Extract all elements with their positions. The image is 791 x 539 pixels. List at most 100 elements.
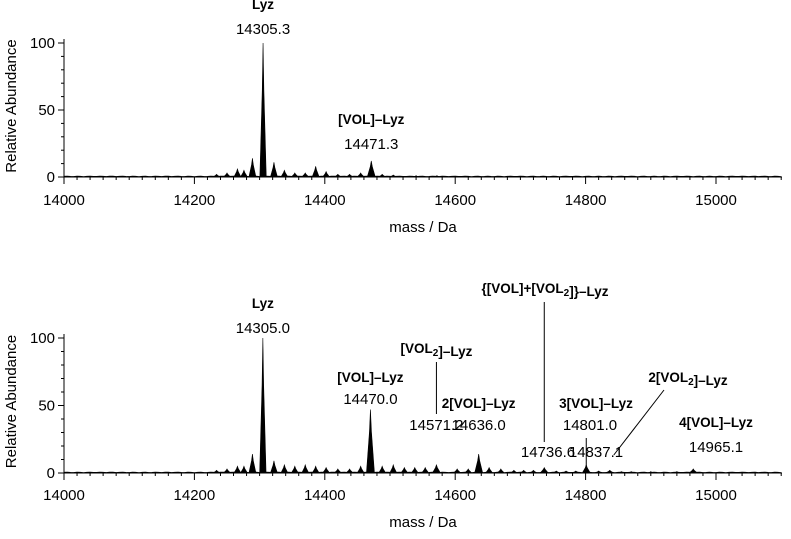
x-tick-label: 14600 bbox=[434, 487, 476, 504]
minor-peak bbox=[345, 173, 355, 178]
minor-peak bbox=[485, 466, 494, 474]
minor-peak bbox=[212, 173, 222, 178]
y-tick-label: 100 bbox=[30, 35, 55, 52]
x-tick-label: 14800 bbox=[565, 192, 607, 209]
peak-mass-label: 14801.0 bbox=[563, 417, 617, 434]
peak-label: [VOL]–Lyz bbox=[337, 370, 404, 385]
baseline-trace bbox=[63, 175, 782, 178]
x-tick-label: 14600 bbox=[434, 192, 476, 209]
minor-peak bbox=[617, 471, 626, 474]
spectrum-panel-1: 0 50 100 14000 14200 14400 14600 14800 15000 mass… bbox=[3, 0, 782, 236]
peak-label: 2[VOL]–Lyz bbox=[442, 396, 516, 411]
minor-peak bbox=[301, 463, 310, 474]
x-tick-label: 14400 bbox=[304, 192, 346, 209]
minor-peak bbox=[290, 172, 300, 178]
peak-6 bbox=[581, 463, 591, 474]
y-tick-label: 0 bbox=[47, 169, 55, 186]
x-axis-title: mass / Da bbox=[389, 514, 457, 531]
minor-peak bbox=[333, 173, 343, 178]
minor-peak bbox=[421, 466, 430, 474]
minor-peak bbox=[212, 469, 222, 474]
minor-peak bbox=[311, 465, 320, 474]
minor-peak bbox=[378, 465, 387, 474]
x-tick-label: 14200 bbox=[174, 192, 216, 209]
x-tick-label: 14800 bbox=[565, 487, 607, 504]
peak-3 bbox=[431, 463, 441, 474]
y-axis-title: Relative Abundance bbox=[3, 39, 20, 172]
minor-peak bbox=[222, 172, 232, 178]
minor-peak bbox=[356, 172, 365, 178]
minor-peak bbox=[356, 465, 365, 474]
minor-peak bbox=[270, 460, 278, 474]
peak-label: Lyz bbox=[252, 0, 274, 12]
peak-1 bbox=[259, 337, 267, 474]
baseline-trace bbox=[63, 471, 782, 474]
minor-peak bbox=[322, 466, 331, 474]
minor-peak bbox=[412, 175, 420, 178]
peak-mass-label: 14305.0 bbox=[236, 320, 290, 337]
minor-peak bbox=[509, 469, 519, 474]
y-tick-label: 100 bbox=[30, 330, 55, 347]
peak-label: [VOL]–Lyz bbox=[338, 112, 405, 127]
minor-peak bbox=[239, 465, 248, 474]
peak-5 bbox=[539, 466, 549, 474]
peak-label: {[VOL]+[VOL2]}–Lyz bbox=[482, 281, 609, 299]
spectrum-panel-2: 0 50 100 14000 14200 14400 14600 14800 15000 mass… bbox=[3, 281, 782, 531]
minor-peak bbox=[519, 469, 529, 474]
x-tick-label: 14400 bbox=[304, 487, 346, 504]
peak-label: Lyz bbox=[252, 296, 274, 311]
y-axis-title: Relative Abundance bbox=[3, 335, 20, 468]
peak-mass-label: 14837.1 bbox=[569, 444, 623, 461]
minor-peak bbox=[389, 463, 398, 474]
minor-peak bbox=[322, 170, 331, 178]
leader-line bbox=[613, 389, 665, 456]
minor-peak bbox=[595, 470, 603, 474]
minor-peak bbox=[233, 465, 242, 474]
minor-peak bbox=[562, 470, 570, 474]
minor-peak bbox=[673, 471, 681, 474]
minor-peak bbox=[248, 158, 257, 178]
peak-mass-label: 14736.6 bbox=[521, 444, 575, 461]
peak-mass-label: 14305.3 bbox=[236, 21, 290, 38]
minor-peak bbox=[389, 174, 397, 178]
minor-peak bbox=[377, 173, 387, 178]
peak-label: [VOL2]–Lyz bbox=[401, 341, 473, 359]
peak-7 bbox=[604, 469, 615, 474]
minor-peak bbox=[239, 169, 248, 178]
minor-peak bbox=[222, 468, 232, 474]
peak-mass-label: 14571.2 bbox=[409, 417, 463, 434]
minor-peak bbox=[345, 468, 354, 474]
minor-peak bbox=[333, 468, 343, 474]
minor-peak bbox=[270, 162, 278, 178]
minor-peak bbox=[552, 470, 560, 474]
minor-peak bbox=[301, 172, 310, 178]
minor-peak bbox=[280, 169, 289, 178]
x-tick-label: 15000 bbox=[695, 487, 737, 504]
minor-peak bbox=[280, 463, 289, 474]
minor-peak bbox=[410, 466, 419, 474]
minor-peak bbox=[400, 466, 409, 474]
peak-1 bbox=[259, 42, 267, 178]
peak-mass-label: 14471.3 bbox=[344, 136, 398, 153]
minor-peak bbox=[496, 468, 506, 474]
x-tick-label: 14000 bbox=[43, 192, 85, 209]
minor-peak bbox=[572, 470, 580, 474]
peak-2 bbox=[366, 409, 375, 474]
x-axis-title: mass / Da bbox=[389, 219, 457, 236]
minor-peak bbox=[627, 471, 635, 474]
y-tick-label: 0 bbox=[47, 465, 55, 482]
peak-label: 4[VOL]–Lyz bbox=[679, 415, 753, 430]
peak-label: 3[VOL]–Lyz bbox=[559, 396, 633, 411]
minor-peak bbox=[464, 468, 473, 474]
peak-4 bbox=[474, 454, 484, 474]
minor-peak bbox=[248, 454, 257, 474]
y-tick-label: 50 bbox=[38, 398, 55, 415]
minor-peak bbox=[647, 471, 655, 474]
x-tick-label: 14200 bbox=[174, 487, 216, 504]
peak-label: 2[VOL2]–Lyz bbox=[648, 370, 728, 388]
x-tick-label: 14000 bbox=[43, 487, 85, 504]
minor-peak bbox=[528, 469, 538, 474]
peak-2 bbox=[366, 160, 376, 178]
